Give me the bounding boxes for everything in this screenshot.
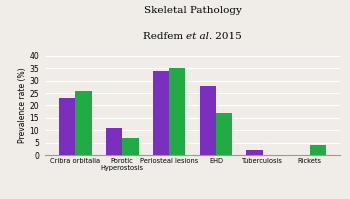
Bar [75, 91, 92, 155]
Text: Skeletal Pathology: Skeletal Pathology [144, 6, 242, 15]
Bar [216, 113, 232, 155]
Bar [246, 150, 263, 155]
Text: Redfem: Redfem [143, 32, 186, 41]
Bar [169, 68, 186, 155]
Bar [153, 71, 169, 155]
Text: et al.: et al. [186, 32, 212, 41]
Text: 2015: 2015 [212, 32, 242, 41]
Y-axis label: Prevalence rate (%): Prevalence rate (%) [18, 68, 27, 143]
Bar [106, 128, 122, 155]
Bar [59, 98, 75, 155]
Bar [199, 86, 216, 155]
Bar [310, 145, 326, 155]
Bar [122, 138, 139, 155]
